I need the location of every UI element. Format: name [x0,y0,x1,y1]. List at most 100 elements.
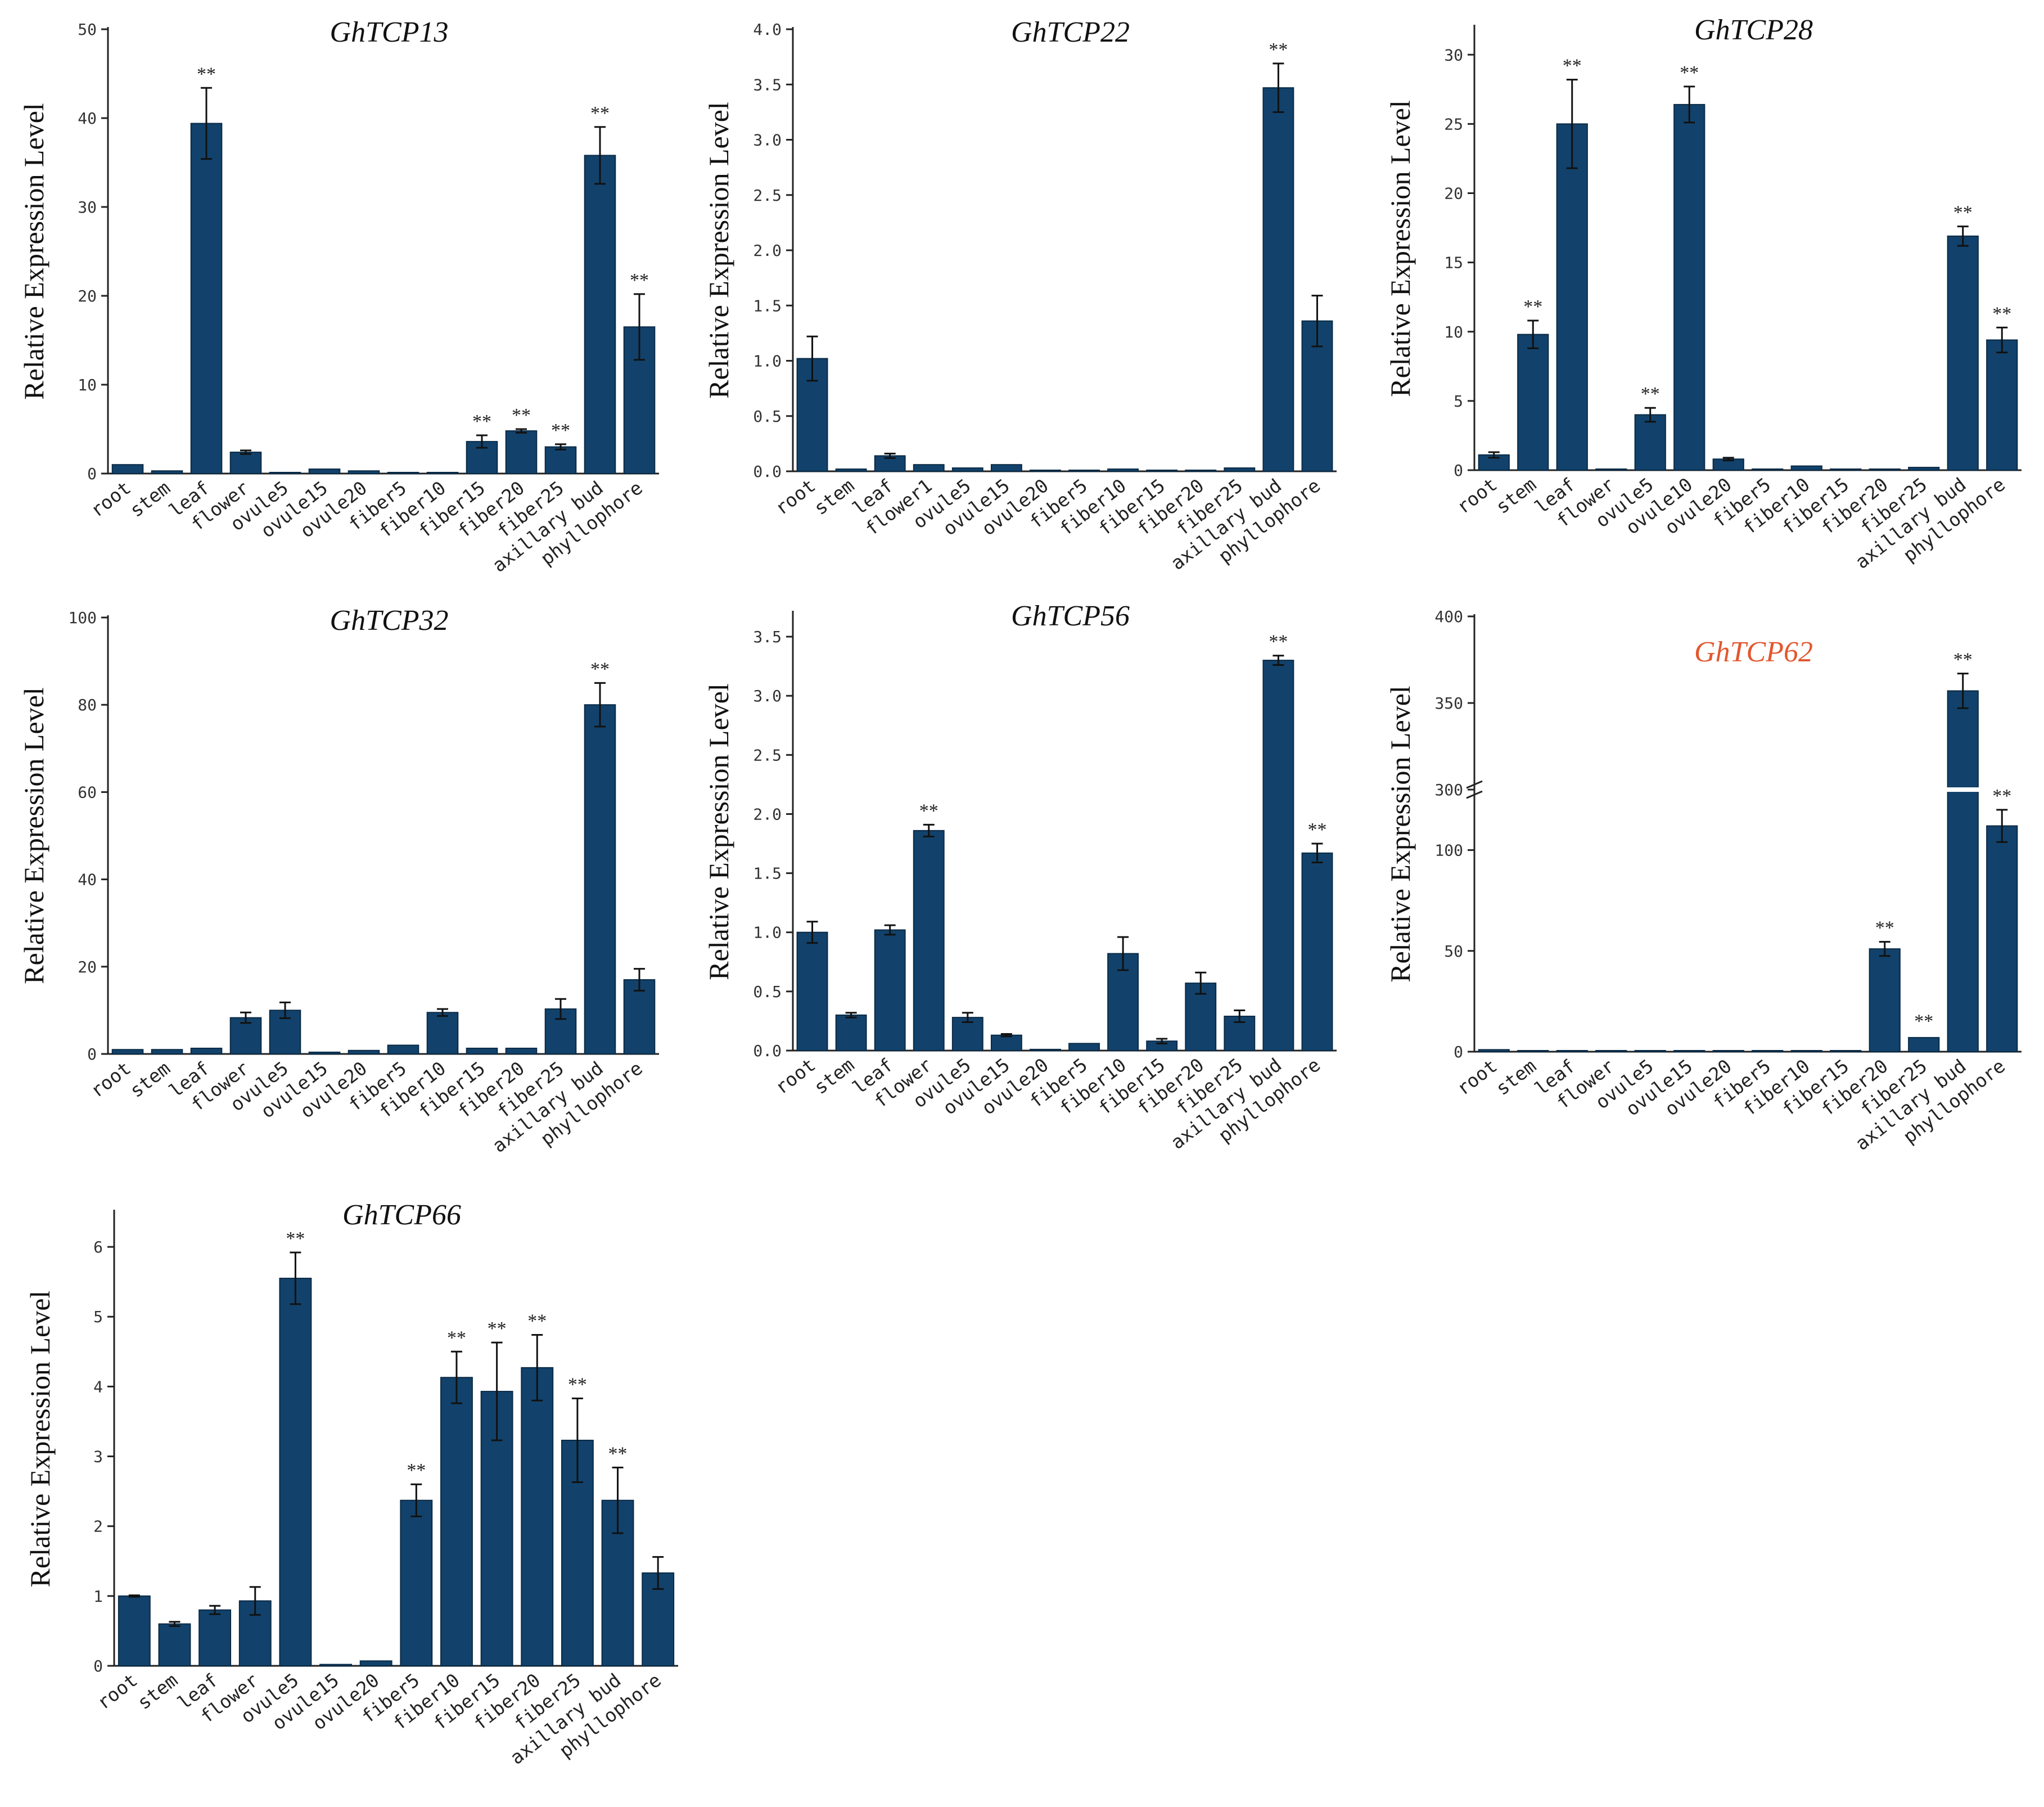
significance-marker: ** [608,1443,628,1464]
bar-ovule15 [319,1664,352,1666]
bar-fiber10 [1790,1050,1822,1052]
bar-fiber25 [1908,467,1940,471]
y-tick-label: 1.0 [753,923,782,942]
y-tick-label: 5 [93,1308,103,1326]
significance-marker: ** [1953,202,1973,223]
significance-marker: ** [1269,632,1288,652]
y-tick-label: 400 [1434,607,1463,626]
bar-axillary-bud [1947,690,1979,1052]
chart-panel-ghtcp62: 050100300350400rootstemleafflowerovule5o… [1384,607,2022,1155]
bar-fiber20 [505,430,538,474]
bar-ovule20 [348,1049,380,1055]
chart-title: GhTCP32 [330,605,449,637]
y-axis-label: Relative Expression Level [703,683,734,980]
y-tick-label: 3.5 [753,75,782,94]
bar-fiber5 [387,472,419,474]
y-axis-label: Relative Expression Level [18,687,49,984]
bar-ovule5 [269,472,301,474]
bar-root [1478,1049,1510,1053]
significance-marker: ** [1563,56,1582,76]
bar-stem [835,1014,867,1052]
bar-fiber5 [400,1499,433,1666]
y-tick-label: 350 [1434,694,1463,713]
significance-marker: ** [1307,819,1326,840]
y-tick-label: 25 [1444,115,1463,133]
y-tick-label: 50 [1444,942,1463,961]
y-tick-label: 40 [78,871,97,889]
category-label: stem [1492,474,1541,519]
bar-fiber15 [1830,468,1862,471]
bar-ovule20 [1030,1048,1061,1052]
axis-break-mark [1466,790,1483,799]
bar-stem [835,468,867,472]
bar-fiber10 [426,1012,459,1055]
category-label: stem [1492,1055,1541,1100]
bar-leaf [198,1609,232,1667]
bar-fiber25 [544,446,577,474]
chart-panel-ghtcp22: 0.00.51.01.52.02.53.03.54.0rootstemleaff… [703,16,1337,574]
bar-phyllophore [1301,852,1333,1051]
significance-marker: ** [551,420,570,441]
bar-axillary-bud [1947,235,1979,471]
y-tick-label: 20 [1444,184,1463,203]
y-tick-label: 0.0 [753,1042,782,1060]
bar-fiber15 [1146,470,1178,472]
y-tick-label: 0.5 [753,983,782,1001]
bar-ovule15 [990,1034,1022,1052]
bar-leaf [190,123,223,475]
significance-marker: ** [630,270,649,291]
significance-marker: ** [1680,62,1699,83]
chart-title: GhTCP13 [330,16,449,48]
significance-marker: ** [590,103,610,124]
bar-leaf [1556,123,1588,471]
y-tick-label: 20 [78,287,97,305]
category-label: stem [810,1054,859,1099]
bar-fiber15 [1830,1050,1862,1052]
category-label: stem [125,477,174,522]
category-label: stem [810,475,859,520]
bar-fiber10 [1790,465,1822,471]
chart-title: GhTCP22 [1011,16,1130,48]
bar-fiber10 [1107,468,1139,472]
y-tick-label: 1.5 [753,296,782,315]
y-tick-label: 5 [1454,392,1463,411]
y-tick-label: 4.0 [753,20,782,39]
bar-fiber5 [1752,1050,1784,1052]
category-label: root [93,1669,142,1714]
significance-marker: ** [590,659,610,679]
bar-fiber25 [1908,1037,1940,1053]
y-tick-label: 80 [78,696,97,714]
significance-marker: ** [1992,786,2011,806]
y-tick-label: 2.0 [753,805,782,823]
bar-ovule5 [279,1277,312,1666]
y-tick-label: 100 [1434,841,1463,860]
y-tick-label: 3.0 [753,131,782,150]
significance-marker: ** [407,1460,426,1481]
bar-ovule5 [1634,1050,1666,1052]
significance-marker: ** [488,1318,507,1339]
bar-root [796,931,828,1051]
y-tick-label: 6 [93,1238,103,1256]
y-tick-label: 0.5 [753,407,782,426]
bar-leaf [1556,1050,1588,1052]
bar-ovule15 [308,1051,341,1055]
chart-title: GhTCP28 [1694,14,1813,46]
significance-marker: ** [286,1228,305,1249]
category-label: root [771,1054,820,1099]
significance-marker: ** [919,800,938,821]
bar-fiber10 [426,472,459,474]
category-label: root [86,477,135,522]
chart-title: GhTCP66 [342,1199,461,1231]
bar-leaf [874,929,906,1051]
bar-ovule15 [308,468,341,474]
bar-fiber20 [1869,948,1901,1052]
y-tick-label: 2.0 [753,241,782,260]
y-tick-label: 2.5 [753,186,782,205]
chart-panel-ghtcp66: 0123456rootstemleafflower**ovule5ovule15… [24,1199,678,1769]
bar-axillary-bud [1262,87,1294,472]
y-tick-label: 0 [1454,461,1463,480]
significance-marker: ** [1641,384,1660,404]
y-tick-label: 40 [78,109,97,128]
y-tick-label: 30 [78,198,97,217]
